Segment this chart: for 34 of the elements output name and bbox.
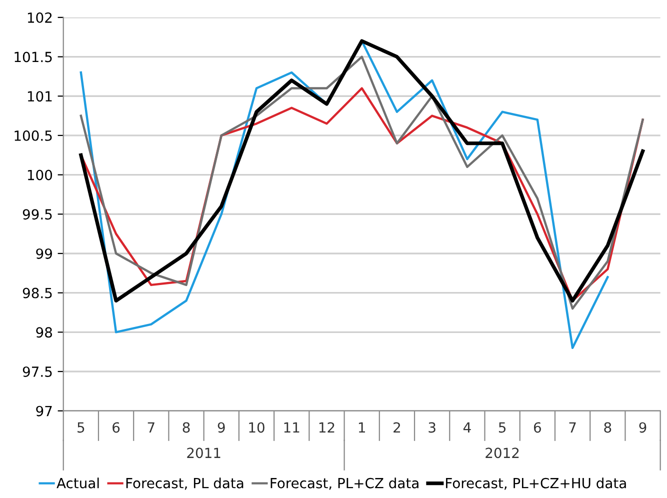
y-tick-label: 97 xyxy=(36,406,52,416)
x-tick-label: 11 xyxy=(284,422,300,433)
x-tick-label: 8 xyxy=(182,422,190,433)
x-tick-label: 4 xyxy=(463,422,471,433)
y-tick-label: 98.5 xyxy=(22,288,52,298)
y-tick-label: 99.5 xyxy=(22,209,52,220)
text: 2011 xyxy=(187,448,220,458)
x-tick-label: 3 xyxy=(428,422,436,433)
x-tick-label: 9 xyxy=(218,422,225,433)
legend-label: Forecast, PL+CZ+HU data xyxy=(446,478,626,490)
text: 2012 xyxy=(486,448,519,458)
legend-label: Actual xyxy=(56,478,99,488)
y-tick-label: 98 xyxy=(36,327,52,338)
x-tick-label: 5 xyxy=(78,422,84,433)
legend-label: Forecast, PL+CZ data xyxy=(270,478,418,490)
x-tick-label: 7 xyxy=(569,422,576,433)
x-tick-label: 1 xyxy=(358,422,365,433)
y-tick-label: 97.5 xyxy=(22,366,52,377)
x-tick-label: 12 xyxy=(319,422,334,433)
y-tick-label: 100.5 xyxy=(14,130,52,141)
y-tick-label: 102 xyxy=(28,12,52,23)
y-tick-label: 100 xyxy=(28,170,52,180)
y-tick-label: 101.5 xyxy=(14,52,52,62)
x-tick-label: 5 xyxy=(498,422,506,433)
x-tick-label: 2 xyxy=(394,422,400,433)
x-tick-label: 8 xyxy=(604,422,612,433)
x-tick-label: 9 xyxy=(639,422,646,433)
x-tick-label: 6 xyxy=(534,422,541,433)
y-tick-label: 99 xyxy=(36,248,52,259)
legend-label: Forecast, PL data xyxy=(126,478,244,490)
x-tick-label: 6 xyxy=(112,422,120,433)
x-tick-label: 7 xyxy=(148,422,154,433)
x-tick-label: 10 xyxy=(249,422,264,433)
y-tick-label: 101 xyxy=(28,91,52,102)
